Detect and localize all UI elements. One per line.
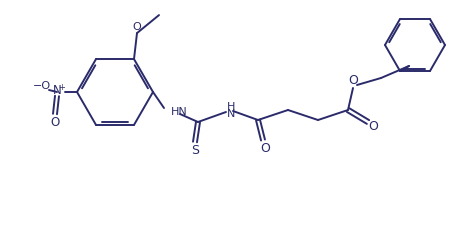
Text: HN: HN	[171, 107, 188, 117]
Text: O: O	[50, 116, 60, 130]
Text: N: N	[52, 84, 61, 98]
Text: O: O	[259, 142, 269, 155]
Text: S: S	[191, 144, 199, 158]
Text: N: N	[226, 109, 235, 119]
Text: +: +	[58, 82, 65, 91]
Text: −O: −O	[33, 81, 51, 91]
Text: O: O	[367, 120, 377, 134]
Text: O: O	[132, 22, 141, 32]
Text: O: O	[347, 75, 357, 87]
Text: H: H	[226, 102, 235, 112]
